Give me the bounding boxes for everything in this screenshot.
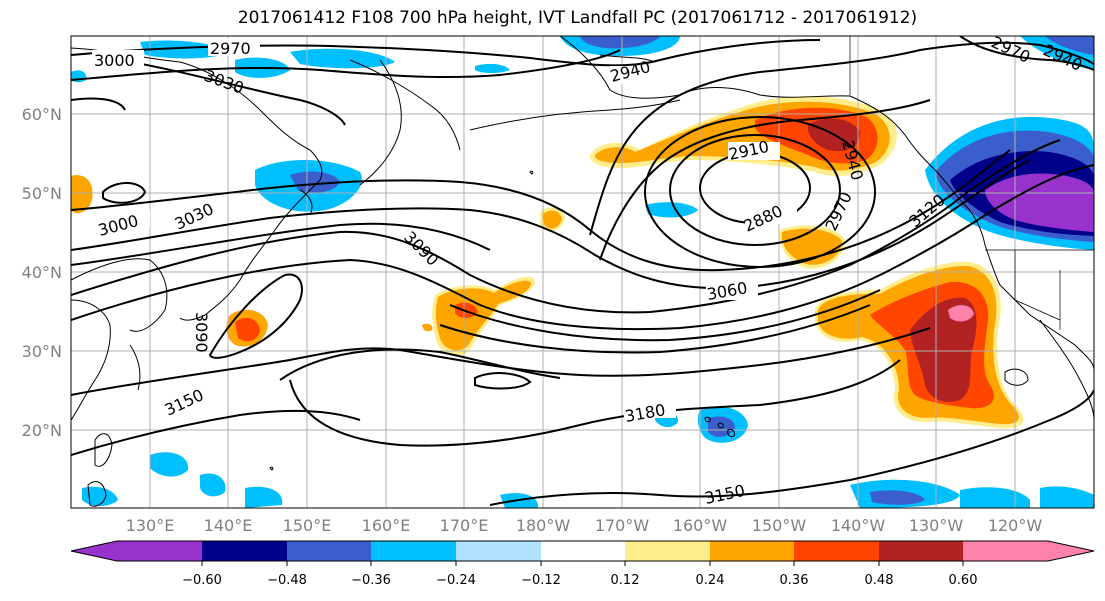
- lat-label: 60°N: [22, 105, 62, 124]
- contour-label: 3000: [94, 51, 135, 70]
- colorbar-tick-label: −0.24: [436, 573, 476, 588]
- contour-label: 3090: [192, 312, 211, 353]
- colorbar-segment: [1048, 541, 1094, 561]
- lat-label: 50°N: [22, 184, 62, 203]
- lon-label: 170°E: [440, 516, 489, 535]
- colorbar-tick-label: 0.36: [780, 573, 809, 588]
- colorbar-tick-label: −0.12: [521, 573, 561, 588]
- colorbar-segment: [287, 541, 371, 561]
- lon-label: 160°W: [673, 516, 728, 535]
- colorbar-tick-label: 0.12: [611, 573, 640, 588]
- lat-label: 20°N: [22, 421, 62, 440]
- colorbar-segment: [794, 541, 879, 561]
- lon-label: 180°W: [516, 516, 571, 535]
- colorbar-segment: [710, 541, 794, 561]
- colorbar-segment: [371, 541, 456, 561]
- colorbar-segment: [541, 541, 625, 561]
- colorbar-outline: [70, 540, 1095, 562]
- colorbar-segment: [963, 541, 1048, 561]
- colorbar-tick-label: −0.48: [267, 573, 307, 588]
- latitude-labels: 60°N 50°N 40°N 30°N 20°N: [22, 105, 62, 440]
- lat-label: 40°N: [22, 263, 62, 282]
- colorbar-tick-label: 0.48: [865, 573, 894, 588]
- colorbar-segment: [202, 541, 287, 561]
- colorbar-segment: [879, 541, 963, 561]
- colorbar-tick-label: 0.24: [696, 573, 725, 588]
- colorbar-tick-label: 0.60: [949, 573, 978, 588]
- colorbar-segment: [71, 541, 117, 561]
- colorbar-segment: [117, 541, 202, 561]
- lon-label: 130°E: [126, 516, 175, 535]
- colorbar-tick-label: −0.36: [351, 573, 391, 588]
- height-contours: [71, 36, 1094, 506]
- lon-label: 130°W: [909, 516, 964, 535]
- lat-label: 30°N: [22, 342, 62, 361]
- contour-label: 2970: [210, 39, 251, 58]
- lon-label: 150°E: [283, 516, 332, 535]
- political-borders: [849, 36, 1094, 330]
- lon-label: 120°W: [988, 516, 1043, 535]
- colorbar-tick-label: −0.60: [182, 573, 222, 588]
- lon-label: 140°E: [204, 516, 253, 535]
- colorbar-segment: [456, 541, 541, 561]
- colorbar-segment: [625, 541, 710, 561]
- lon-label: 160°E: [362, 516, 411, 535]
- longitude-labels: 130°E 140°E 150°E 160°E 170°E 180°W 170°…: [126, 516, 1043, 535]
- lon-label: 150°W: [752, 516, 807, 535]
- map-title: 2017061412 F108 700 hPa height, IVT Land…: [237, 8, 918, 28]
- lon-label: 170°W: [595, 516, 650, 535]
- lon-label: 140°W: [831, 516, 886, 535]
- map-frame: [70, 35, 1095, 509]
- colorbar: −0.60 −0.48 −0.36 −0.24 −0.12 0.12 0.24 …: [70, 540, 1095, 588]
